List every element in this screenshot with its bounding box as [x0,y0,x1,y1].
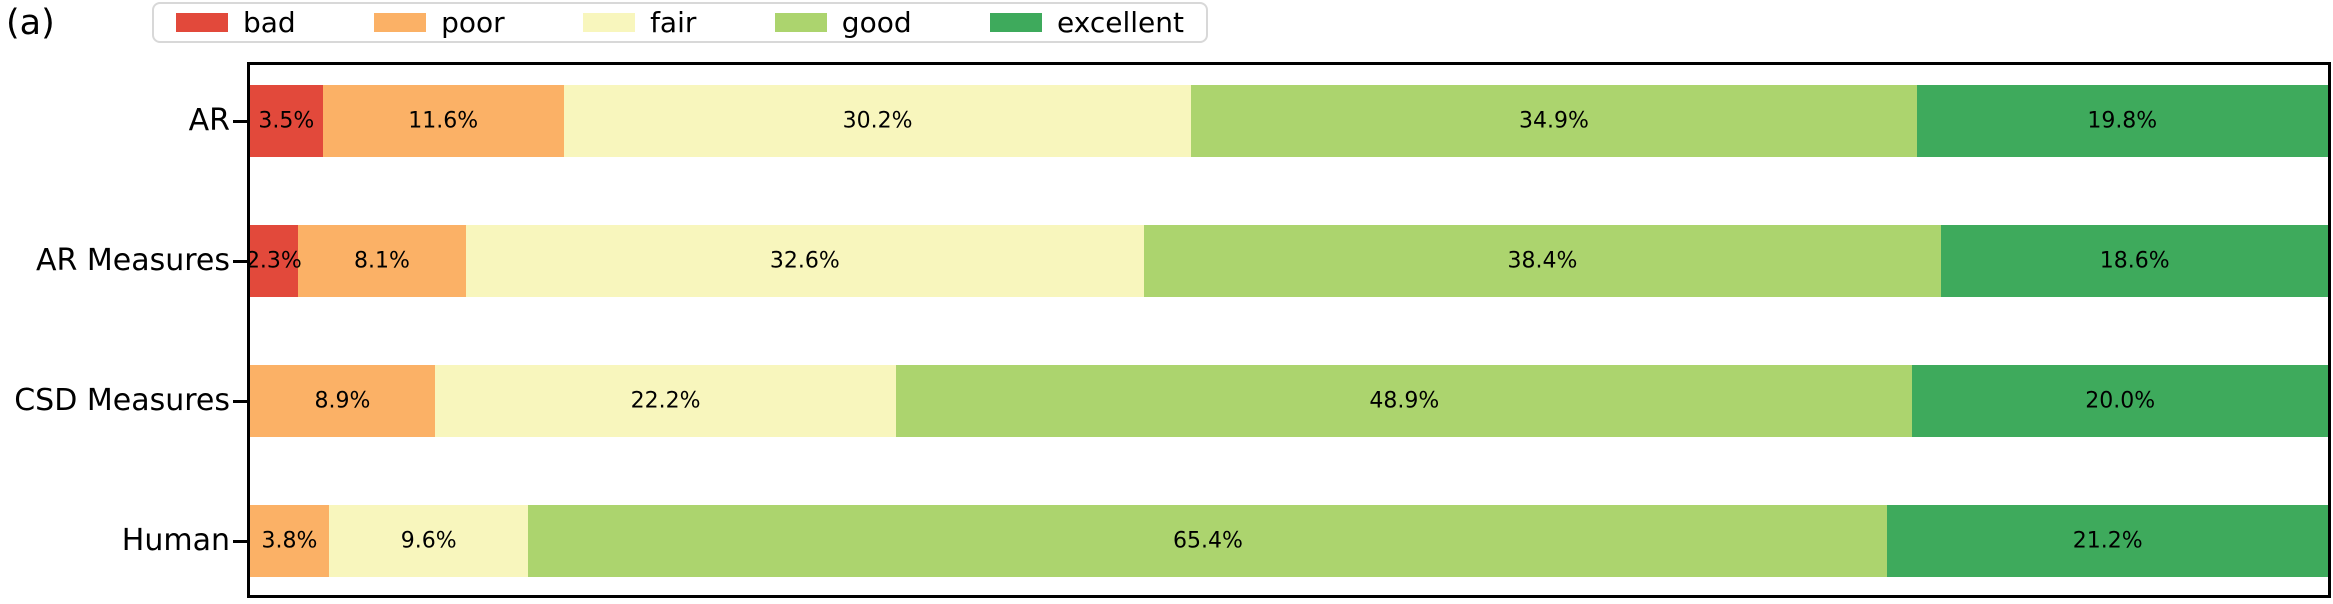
y-tick-mark [233,119,247,123]
bar-segment-excellent: 19.8% [1916,85,2328,157]
bar-segment-value-label: 8.1% [353,248,410,274]
bar-segment-value-label: 8.9% [314,388,371,414]
bar-segment-value-label: 22.2% [630,388,701,414]
bar-segment-value-label: 48.9% [1369,388,1440,414]
bar-segment-good: 34.9% [1191,85,1917,157]
legend: bad poor fair good excellent [152,2,1208,43]
bar-segment-value-label: 30.2% [842,108,913,134]
y-tick-label-csd-measures: CSD Measures [14,383,230,418]
bar-segment-value-label: 9.6% [400,528,457,554]
plot-area: 3.5% 11.6% 30.2% 34.9% 19.8% 2.3% 8.1% 32.6% 38.… [246,62,2331,598]
y-tick-mark [233,399,247,403]
legend-item-excellent: excellent [990,5,1184,39]
bar-segment-value-label: 38.4% [1507,248,1578,274]
y-tick-label-ar-measures: AR Measures [35,243,230,278]
bar-segment-bad: 3.5% [250,85,323,157]
bar-segment-poor: 8.9% [250,365,435,437]
legend-swatch-fair-icon [583,13,636,32]
y-tick-mark [233,539,247,543]
bar-segment-value-label: 65.4% [1172,528,1243,554]
bar-segment-poor: 3.8% [250,505,329,577]
bar-segment-fair: 30.2% [563,85,1192,157]
legend-swatch-poor-icon [374,13,427,32]
bar-segment-fair: 32.6% [466,225,1144,297]
y-tick-label-ar: AR [188,103,230,138]
bar-segment-good: 38.4% [1143,225,1942,297]
y-tick-label-human: Human [121,523,230,558]
bar-segment-excellent: 18.6% [1941,225,2328,297]
legend-label-poor: poor [441,5,505,39]
bar-row-ar-measures: 2.3% 8.1% 32.6% 38.4% 18.6% [246,225,2328,297]
bar-row-ar: 3.5% 11.6% 30.2% 34.9% 19.8% [250,85,2328,157]
legend-item-good: good [774,5,912,39]
bar-segment-excellent: 21.2% [1887,505,2328,577]
figure-panel-label: (a) [6,3,55,43]
legend-swatch-bad-icon [176,13,228,32]
bar-row-human: 3.8% 9.6% 65.4% 21.2% [250,505,2328,577]
legend-label-excellent: excellent [1057,5,1184,39]
legend-label-good: good [841,5,912,39]
legend-label-bad: bad [243,5,296,39]
bar-segment-value-label: 2.3% [245,248,302,274]
bar-segment-value-label: 19.8% [2087,108,2158,134]
bar-segment-value-label: 18.6% [2099,248,2170,274]
bar-segment-fair: 9.6% [328,505,529,577]
bar-segment-poor: 8.1% [297,225,467,297]
bar-segment-value-label: 21.2% [2072,528,2143,554]
bar-segment-fair: 22.2% [434,365,897,437]
bar-segment-poor: 11.6% [322,85,564,157]
bar-segment-value-label: 11.6% [408,108,479,134]
y-tick-mark [233,259,247,263]
bar-row-csd-measures: 8.9% 22.2% 48.9% 20.0% [250,365,2328,437]
bar-segment-value-label: 3.5% [258,108,315,134]
bar-segment-value-label: 3.8% [261,528,318,554]
bar-segment-excellent: 20.0% [1912,365,2328,437]
legend-label-fair: fair [650,5,697,39]
bar-segment-value-label: 20.0% [2085,388,2156,414]
bar-segment-good: 48.9% [896,365,1913,437]
legend-item-fair: fair [583,5,697,39]
bar-segment-value-label: 34.9% [1518,108,1589,134]
bar-segment-bad: 2.3% [246,225,302,297]
legend-swatch-good-icon [774,13,827,32]
legend-item-poor: poor [374,5,505,39]
legend-item-bad: bad [176,5,296,39]
bar-segment-value-label: 32.6% [769,248,840,274]
legend-swatch-excellent-icon [990,13,1043,32]
bar-segment-good: 65.4% [528,505,1888,577]
